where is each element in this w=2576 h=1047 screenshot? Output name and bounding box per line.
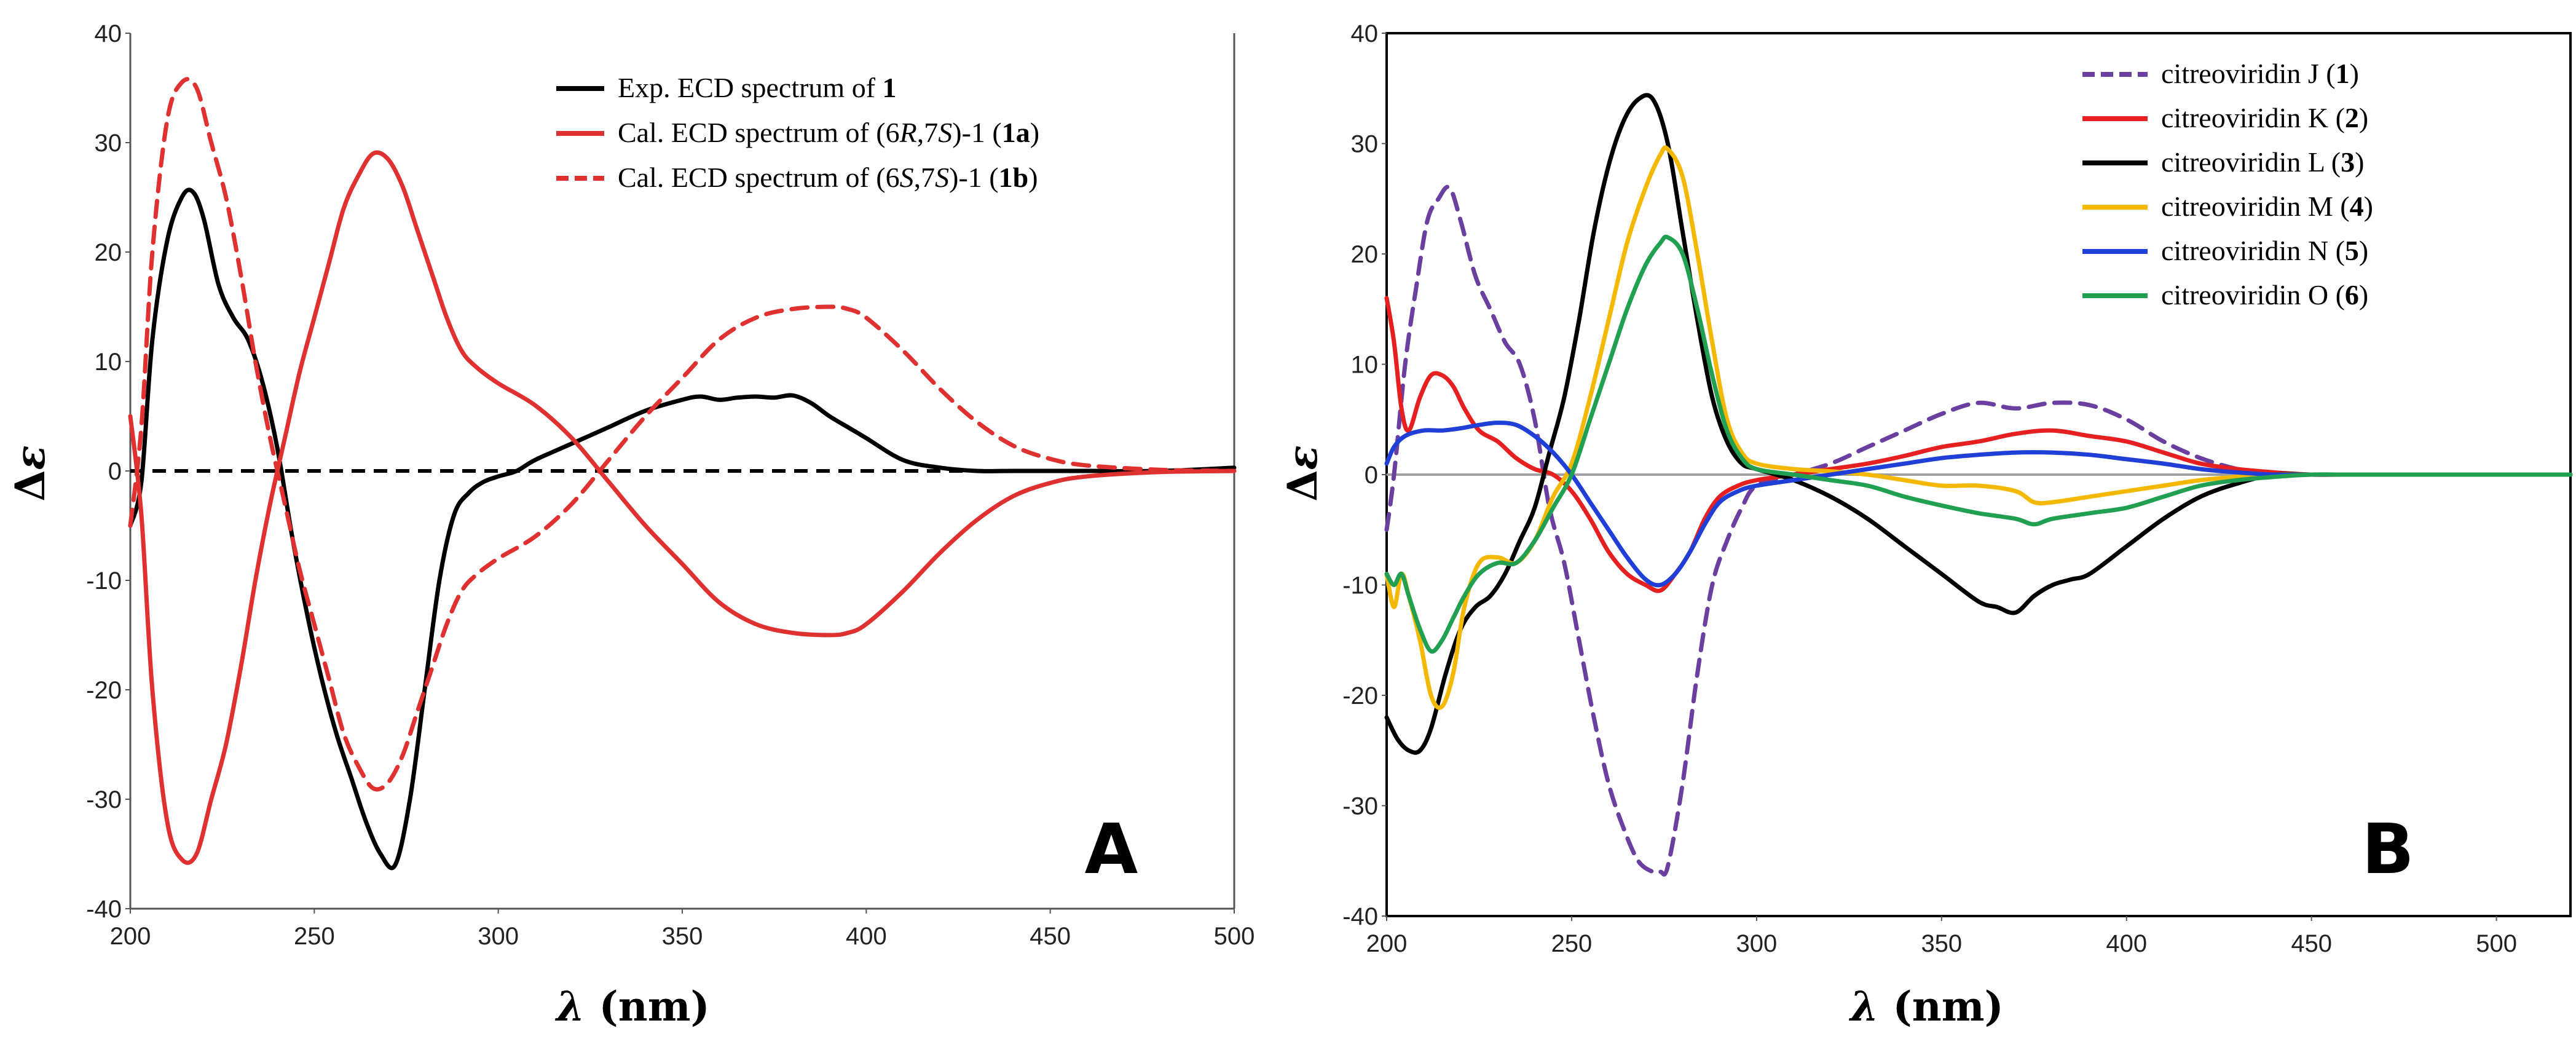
panel-letter: A bbox=[1085, 810, 1138, 890]
legend-entry: citreoviridin O (6) bbox=[2161, 279, 2368, 310]
x-tick-label: 250 bbox=[1551, 930, 1593, 957]
x-tick-label: 500 bbox=[1214, 923, 1255, 950]
y-tick-label: 10 bbox=[1351, 352, 1379, 379]
y-tick-label: 30 bbox=[95, 130, 122, 157]
x-tick-label: 500 bbox=[2476, 930, 2517, 957]
y-tick-label: 0 bbox=[1365, 462, 1378, 489]
series-line-6 bbox=[1384, 234, 2573, 654]
series-line-2 bbox=[128, 150, 1237, 865]
x-tick-label: 200 bbox=[1366, 930, 1408, 957]
legend-entry: citreoviridin N (5) bbox=[2161, 235, 2368, 266]
y-tick-label: 40 bbox=[1351, 20, 1379, 47]
x-tick-label: 450 bbox=[1030, 923, 1071, 950]
y-tick-label: -40 bbox=[1342, 903, 1378, 930]
x-tick-label: 400 bbox=[2106, 930, 2147, 957]
chart-panel-b: -40 -30 -20 -10 0 10 20 30 40 200 250 300 350 400 450 5… bbox=[1278, 20, 2573, 1030]
y-tick-label: 0 bbox=[108, 458, 122, 485]
series-line-1 bbox=[1384, 184, 2573, 877]
y-tick-label: 40 bbox=[95, 20, 122, 47]
y-tick-label: -20 bbox=[86, 677, 122, 704]
series-line-3 bbox=[1384, 93, 2573, 755]
chart-panel-a: -40 -30 -20 -10 0 10 20 30 40 200 250 300 350 400 450 5… bbox=[6, 20, 1255, 1030]
x-tick-label: 250 bbox=[294, 923, 335, 950]
x-tick-label: 200 bbox=[110, 923, 151, 950]
x-tick-label: 300 bbox=[1736, 930, 1778, 957]
y-tick-label: 20 bbox=[1351, 241, 1379, 268]
legend: citreoviridin J (1) citreoviridin K (2) ci… bbox=[2082, 58, 2373, 310]
y-tick-label: -20 bbox=[1342, 682, 1378, 709]
y-tick-label: -40 bbox=[86, 896, 122, 923]
x-tick-label: 350 bbox=[1921, 930, 1962, 957]
legend-entry: citreoviridin M (4) bbox=[2161, 191, 2373, 222]
y-tick-label: -10 bbox=[1342, 572, 1378, 599]
legend-entry: Cal. ECD spectrum of (6S,7S)-1 (1b) bbox=[618, 162, 1038, 193]
series-line-3 bbox=[128, 77, 1237, 792]
x-tick-label: 300 bbox=[478, 923, 519, 950]
legend: Exp. ECD spectrum of 1 Cal. ECD spectrum … bbox=[556, 72, 1039, 193]
legend-entry: Exp. ECD spectrum of 1 bbox=[618, 72, 897, 103]
y-tick-label: -30 bbox=[86, 786, 122, 813]
panel-letter: B bbox=[2361, 810, 2414, 890]
series-line-2 bbox=[1384, 296, 2573, 593]
legend-entry: Cal. ECD spectrum of (6R,7S)-1 (1a) bbox=[618, 117, 1039, 148]
y-tick-label: -10 bbox=[86, 567, 122, 595]
y-axis-label: Δε bbox=[6, 445, 54, 501]
legend-entry: citreoviridin J (1) bbox=[2161, 58, 2359, 89]
x-tick-label: 350 bbox=[662, 923, 703, 950]
y-tick-label: 30 bbox=[1351, 131, 1379, 158]
x-tick-label: 450 bbox=[2291, 930, 2332, 957]
series-line-1 bbox=[128, 188, 1237, 871]
y-tick-label: 10 bbox=[95, 349, 122, 376]
series-line-4 bbox=[1384, 145, 2573, 710]
series-line-5 bbox=[1384, 421, 2573, 588]
legend-entry: citreoviridin K (2) bbox=[2161, 102, 2368, 133]
x-axis-label: λ (nm) bbox=[554, 982, 710, 1030]
y-axis-label: Δε bbox=[1278, 445, 1326, 501]
y-tick-label: 20 bbox=[95, 239, 122, 266]
x-axis-label: λ (nm) bbox=[1848, 982, 2004, 1030]
legend-entry: citreoviridin L (3) bbox=[2161, 146, 2364, 178]
y-tick-label: -30 bbox=[1342, 793, 1378, 820]
x-tick-label: 400 bbox=[846, 923, 887, 950]
